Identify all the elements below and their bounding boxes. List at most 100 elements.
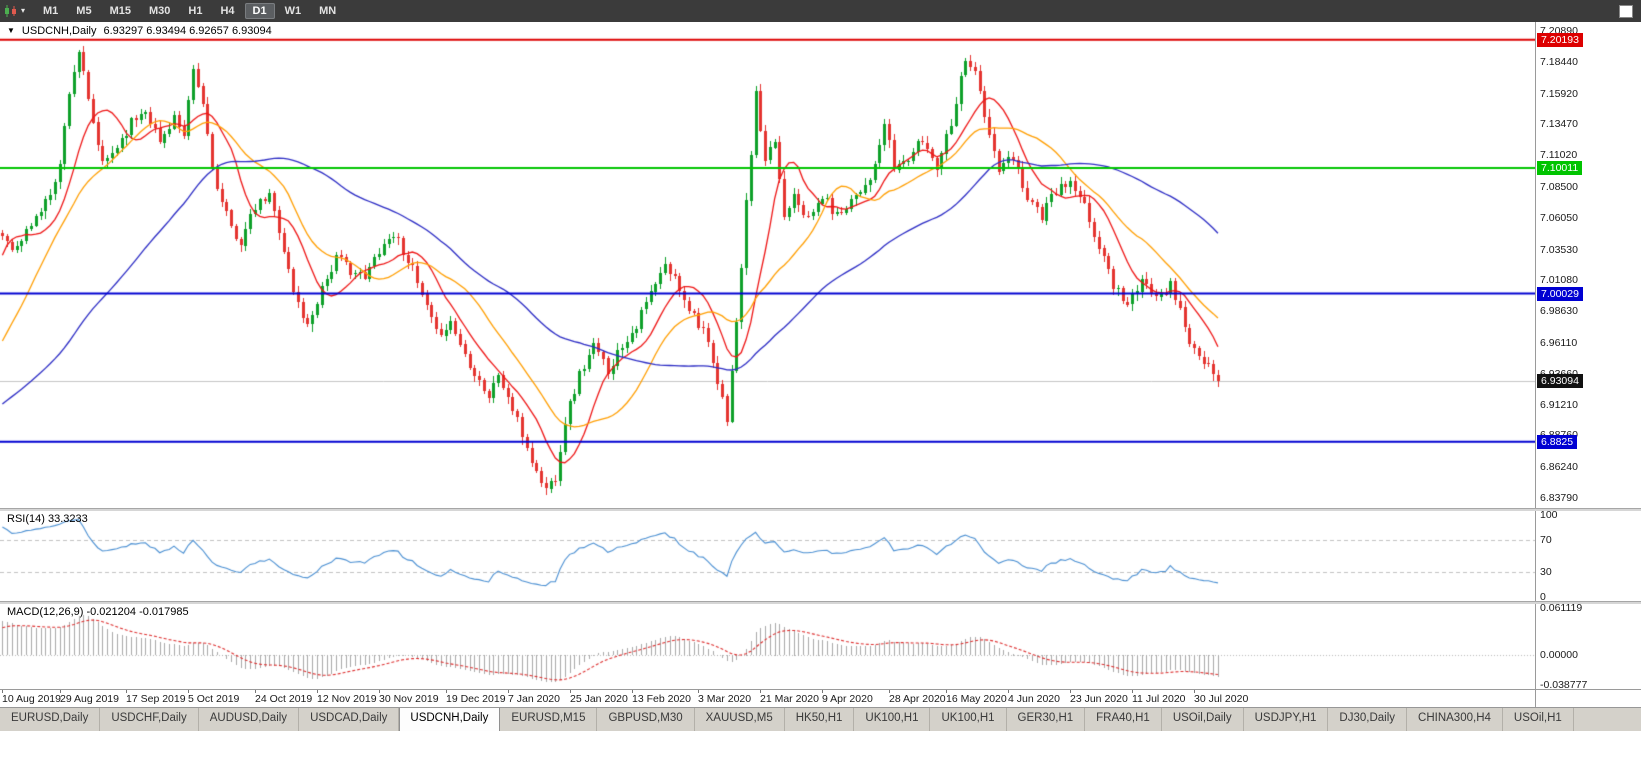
chart-tab-xauusd-m5[interactable]: XAUUSD,M5 [695,708,785,731]
date-tick-mark [1194,690,1195,693]
date-label: 28 Apr 2020 [889,693,946,705]
date-label: 5 Oct 2019 [188,693,240,705]
timeframe-h4-button[interactable]: H4 [220,5,235,17]
timeframe-m1-button[interactable]: M1 [43,5,59,17]
chart-tabs-bar: EURUSD,Daily USDCHF,Daily AUDUSD,Daily USDC… [0,707,1641,731]
date-tick-mark [2,690,3,693]
date-label: 23 Jun 2020 [1070,693,1128,705]
macd-tick-label: 0.00000 [1540,649,1578,662]
chart-tab-fra40-h1[interactable]: FRA40,H1 [1085,708,1162,731]
timeframe-buttons: M1 M5 M15 M30 H1 H4 D1 W1 MN [35,3,344,19]
price-tick-label: 6.91210 [1540,398,1578,411]
date-tick-mark [508,690,509,693]
date-label: 11 Jul 2020 [1132,693,1186,705]
chart-tab-audusd-daily[interactable]: AUDUSD,Daily [199,708,300,731]
date-label: 9 Apr 2020 [822,693,873,705]
macd-tick-label: -0.038777 [1540,679,1588,691]
date-label: 16 May 2020 [946,693,1007,705]
price-axis[interactable]: 7.20890 7.18440 7.15920 7.13470 7.11020 7.085… [1535,22,1641,508]
chart-tab-ger30-h1[interactable]: GER30,H1 [1007,708,1086,731]
main-chart-canvas[interactable] [0,22,1535,508]
candlestick-icon [5,5,16,17]
level-price-label: 7.20193 [1537,32,1583,47]
panel-splitter-2[interactable] [0,601,1641,604]
date-label: 17 Sep 2019 [126,693,186,705]
timeframe-m15-button[interactable]: M15 [109,5,131,17]
price-tick-label: 7.08500 [1540,180,1578,193]
chart-tab-dj30-daily[interactable]: DJ30,Daily [1328,708,1408,731]
price-tick-label: 6.86240 [1540,461,1578,474]
timeframe-w1-button[interactable]: W1 [284,5,302,17]
chart-tab-eurusd-daily[interactable]: EURUSD,Daily [0,708,101,731]
chart-tab-usdcad-daily[interactable]: USDCAD,Daily [299,708,400,731]
symbol-dropdown-icon[interactable]: ▼ [7,26,15,35]
macd-panel: MACD(12,26,9) -0.021204 -0.017985 [0,604,1535,689]
chart-tab-uk100-h1[interactable]: UK100,H1 [930,708,1007,731]
axis-corner [1535,689,1641,707]
date-tick-mark [1132,690,1133,693]
date-tick-mark [698,690,699,693]
macd-label: MACD(12,26,9) -0.021204 -0.017985 [7,606,189,618]
rsi-tick-label: 0 [1540,591,1546,603]
timeframe-m5-button[interactable]: M5 [76,5,92,17]
macd-canvas[interactable] [0,604,1535,689]
macd-axis[interactable]: 0.061119 0.00000 -0.038777 [1535,602,1641,691]
chart-tab-usdcnh-daily[interactable]: USDCNH,Daily [399,708,501,731]
rsi-label: RSI(14) 33.3233 [7,513,88,525]
date-tick-mark [822,690,823,693]
date-label: 3 Mar 2020 [698,693,752,705]
date-label: 7 Jan 2020 [508,693,560,705]
rsi-tick-label: 70 [1540,533,1552,546]
price-tick-label: 7.03530 [1540,243,1578,256]
chart-tab-gbpusd-m30[interactable]: GBPUSD,M30 [597,708,695,731]
price-tick-label: 6.83790 [1540,492,1578,504]
date-tick-mark [446,690,447,693]
timeframe-mn-button[interactable]: MN [319,5,337,17]
date-label: 30 Jul 2020 [1194,693,1249,705]
chart-tab-uk100-h1[interactable]: UK100,H1 [854,708,931,731]
date-tick-mark [570,690,571,693]
price-tick-label: 7.18440 [1540,55,1578,68]
chart-tab-eurusd-m15[interactable]: EURUSD,M15 [500,708,598,731]
timeframe-d1-button[interactable]: D1 [244,3,275,19]
window-restore-icon[interactable] [1619,5,1633,18]
top-toolbar: ▾ M1 M5 M15 M30 H1 H4 D1 W1 MN [0,0,1641,22]
date-tick-mark [1008,690,1009,693]
chart-window: ▼ USDCNH,Daily 6.93297 6.93494 6.92657 6… [0,22,1641,707]
level-price-label: 7.00029 [1537,286,1583,301]
date-label: 13 Feb 2020 [632,693,691,705]
date-tick-mark [126,690,127,693]
rsi-canvas[interactable] [0,511,1535,601]
ohlc-values: 6.93297 6.93494 6.92657 6.93094 [103,25,272,37]
price-tick-label: 6.98630 [1540,305,1578,318]
chart-tab-usdchf-daily[interactable]: USDCHF,Daily [100,708,199,731]
date-label: 24 Oct 2019 [255,693,313,705]
chart-tab-usoil-h1[interactable]: USOil,H1 [1503,708,1574,731]
price-tick-label: 6.96110 [1540,336,1578,349]
date-tick-mark [946,690,947,693]
date-axis[interactable]: 10 Aug 2019 29 Aug 2019 17 Sep 2019 5 Oct 2… [0,689,1535,707]
chart-type-icon[interactable]: ▾ [4,5,25,17]
price-tick-label: 7.13470 [1540,118,1578,131]
main-panel: ▼ USDCNH,Daily 6.93297 6.93494 6.92657 6… [0,22,1535,508]
price-tick-label: 7.06050 [1540,211,1578,224]
chart-tab-usoil-daily[interactable]: USOil,Daily [1162,708,1244,731]
panel-splitter-1[interactable] [0,508,1641,511]
chart-tab-usdjpy-h1[interactable]: USDJPY,H1 [1244,708,1329,731]
timeframe-h1-button[interactable]: H1 [188,5,203,17]
symbol-name: USDCNH,Daily [21,25,97,37]
rsi-axis[interactable]: 100 70 30 0 [1535,509,1641,603]
date-tick-mark [1070,690,1071,693]
date-tick-mark [889,690,890,693]
date-label: 29 Aug 2019 [60,693,119,705]
date-label: 4 Jun 2020 [1008,693,1060,705]
date-label: 19 Dec 2019 [446,693,506,705]
price-tick-label: 7.15920 [1540,87,1578,100]
current-price-label: 6.93094 [1537,373,1583,388]
timeframe-m30-button[interactable]: M30 [148,5,171,17]
date-label: 12 Nov 2019 [317,693,377,705]
chart-tab-china300-h4[interactable]: CHINA300,H4 [1407,708,1503,731]
chart-title: ▼ USDCNH,Daily 6.93297 6.93494 6.92657 6… [7,25,272,37]
bottom-spacer [0,731,1641,764]
chart-tab-hk50-h1[interactable]: HK50,H1 [785,708,855,731]
